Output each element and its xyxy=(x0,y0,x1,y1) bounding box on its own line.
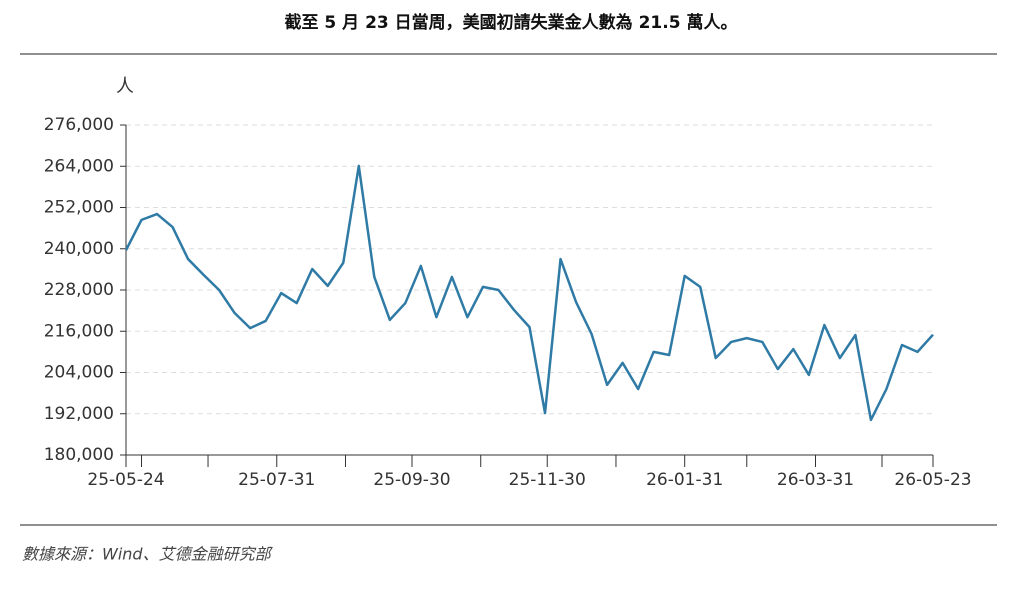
x-tick-label: 25-09-30 xyxy=(373,470,450,490)
x-tick-label: 26-01-31 xyxy=(646,470,723,490)
x-tick-label: 25-07-31 xyxy=(238,470,315,490)
x-tick-label: 26-03-31 xyxy=(777,470,854,490)
y-tick-label: 216,000 xyxy=(44,321,114,341)
y-tick-label: 192,000 xyxy=(44,404,114,424)
y-tick-label: 252,000 xyxy=(44,198,114,218)
x-tick-label: 26-05-23 xyxy=(894,470,971,490)
data-line xyxy=(124,164,934,422)
x-tick-label: 25-05-24 xyxy=(87,470,164,490)
y-tick-label: 228,000 xyxy=(44,280,114,300)
source-note: 數據來源：Wind、艾德金融研究部 xyxy=(22,545,274,564)
y-tick-label: 264,000 xyxy=(44,156,114,176)
chart-title: 截至 5 月 23 日當周，美國初請失業金人數為 21.5 萬人。 xyxy=(285,12,738,33)
x-tick-label: 25-11-30 xyxy=(509,470,586,490)
y-tick-label: 240,000 xyxy=(44,239,114,259)
y-axis-label: 人 xyxy=(116,76,134,97)
y-tick-label: 276,000 xyxy=(44,115,114,135)
y-tick-label: 204,000 xyxy=(44,363,114,383)
y-tick-label: 180,000 xyxy=(44,445,114,465)
